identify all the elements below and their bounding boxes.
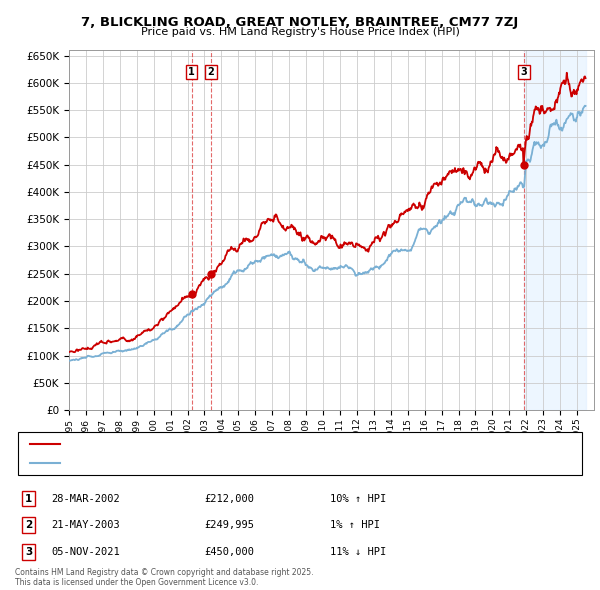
- Text: 11% ↓ HPI: 11% ↓ HPI: [330, 547, 386, 556]
- Text: 28-MAR-2002: 28-MAR-2002: [51, 494, 120, 503]
- Text: 10% ↑ HPI: 10% ↑ HPI: [330, 494, 386, 503]
- Text: 3: 3: [25, 547, 32, 556]
- Text: 3: 3: [520, 67, 527, 77]
- Text: Contains HM Land Registry data © Crown copyright and database right 2025.
This d: Contains HM Land Registry data © Crown c…: [15, 568, 314, 587]
- Text: 7, BLICKLING ROAD, GREAT NOTLEY, BRAINTREE, CM77 7ZJ (detached house): 7, BLICKLING ROAD, GREAT NOTLEY, BRAINTR…: [66, 440, 445, 450]
- Text: 1% ↑ HPI: 1% ↑ HPI: [330, 520, 380, 530]
- Text: £450,000: £450,000: [204, 547, 254, 556]
- Text: 7, BLICKLING ROAD, GREAT NOTLEY, BRAINTREE, CM77 7ZJ: 7, BLICKLING ROAD, GREAT NOTLEY, BRAINTR…: [82, 16, 518, 29]
- Text: 1: 1: [25, 494, 32, 503]
- Text: £249,995: £249,995: [204, 520, 254, 530]
- Text: 2: 2: [208, 67, 214, 77]
- Text: 2: 2: [25, 520, 32, 530]
- Text: 1: 1: [188, 67, 195, 77]
- Text: Price paid vs. HM Land Registry's House Price Index (HPI): Price paid vs. HM Land Registry's House …: [140, 27, 460, 37]
- Text: 05-NOV-2021: 05-NOV-2021: [51, 547, 120, 556]
- Text: 21-MAY-2003: 21-MAY-2003: [51, 520, 120, 530]
- Text: HPI: Average price, detached house, Braintree: HPI: Average price, detached house, Brai…: [66, 458, 292, 468]
- Text: £212,000: £212,000: [204, 494, 254, 503]
